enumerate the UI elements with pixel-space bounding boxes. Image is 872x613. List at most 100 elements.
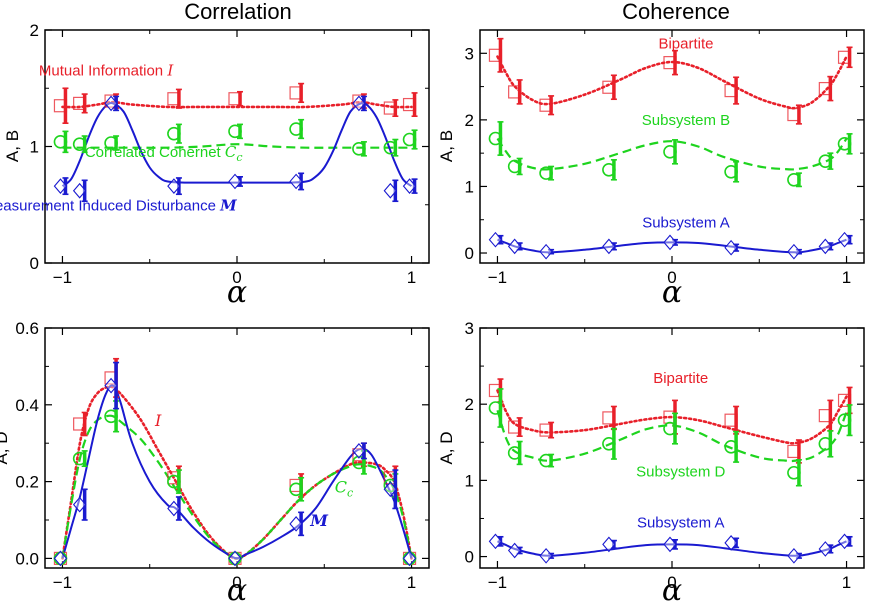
data-point-circle: [837, 133, 853, 155]
data-point-diamond: [402, 178, 418, 194]
plot-frame: [44, 327, 430, 569]
circle-marker: [787, 172, 801, 187]
diamond-marker: [488, 533, 503, 550]
circle-marker: [352, 455, 366, 470]
data-point-circle: [724, 430, 740, 463]
data-point-diamond: [787, 547, 802, 564]
data-point-circle: [663, 139, 678, 165]
data-point-square: [818, 75, 834, 102]
diamond-marker: [352, 95, 366, 112]
diamond-marker: [787, 547, 801, 564]
data-point-circle: [167, 123, 182, 144]
annotation-text: Measurement Induced Disturbance: [0, 198, 220, 215]
chart-correlation-ad: −1 0 1 0.0 0.2 0.4 0.6 A, D α I Cc M: [0, 319, 430, 608]
data-point-square: [837, 46, 853, 69]
data-point-diamond: [507, 238, 523, 255]
series-curve-diamond: [497, 540, 847, 557]
data-point-diamond: [228, 173, 243, 190]
annotation-text: Subsystem A: [642, 215, 730, 232]
annotation-subscript: c: [236, 151, 242, 164]
data-point-square: [663, 49, 678, 76]
data-point-diamond: [383, 469, 399, 510]
data-point-circle: [539, 165, 555, 181]
x-axis-title: α: [227, 275, 247, 310]
data-point-circle: [53, 130, 69, 154]
circle-marker: [724, 164, 738, 179]
y-tick-label: 0: [465, 244, 474, 263]
square-marker: [53, 99, 68, 113]
diamond-marker: [352, 443, 366, 459]
y-tick-label: 0.0: [15, 549, 39, 568]
data-point-circle: [228, 123, 243, 140]
data-point-square: [508, 79, 523, 105]
panel-title-coherence: Coherence: [622, 0, 730, 24]
data-point-circle: [488, 121, 504, 156]
circle-marker: [228, 124, 242, 139]
data-point-square: [73, 411, 88, 437]
circle-marker: [663, 421, 677, 436]
x-tick-label: 1: [407, 268, 416, 287]
chart-coherence-ad: −1 0 1 0 1 2 3 A, D α Bipartite Subsystem D Subsyst…: [437, 319, 865, 608]
annotation-label: Subsystem B: [642, 112, 730, 129]
circle-marker: [488, 401, 503, 415]
series-curve-circle: [62, 143, 412, 149]
diamond-marker: [663, 234, 677, 251]
data-point-diamond: [53, 177, 69, 196]
diamond-marker: [72, 182, 87, 199]
diamond-marker: [507, 542, 522, 559]
circle-marker: [104, 136, 118, 150]
series-curve-diamond: [497, 238, 847, 254]
diamond-marker: [837, 533, 852, 550]
x-tick-label: 0: [667, 573, 676, 592]
diamond-marker: [104, 95, 118, 112]
data-point-diamond: [539, 243, 555, 260]
series-curve-square: [496, 389, 848, 445]
annotation-label: Mutual Information I: [39, 61, 174, 79]
data-point-circle: [72, 135, 88, 154]
data-point-diamond: [228, 550, 242, 567]
data-point-circle: [818, 430, 834, 458]
data-point-diamond: [724, 239, 740, 256]
circle-marker: [104, 409, 118, 424]
x-tick-label: 1: [407, 573, 416, 592]
data-point-circle: [352, 141, 367, 157]
data-point-diamond: [72, 179, 88, 203]
data-point-diamond: [787, 243, 802, 260]
data-point-circle: [402, 129, 418, 150]
x-tick-label: 0: [232, 268, 241, 287]
annotation-label: Bipartite: [653, 370, 708, 387]
x-tick-label: −1: [488, 268, 507, 287]
data-point-square: [73, 93, 88, 114]
square-marker: [383, 101, 397, 115]
data-point-square: [228, 90, 243, 107]
square-marker: [602, 411, 616, 425]
annotation-label: Measurement Induced Disturbance M: [0, 197, 237, 215]
data-point-diamond: [602, 536, 617, 553]
diamond-marker: [167, 500, 181, 517]
circle-marker: [539, 453, 553, 468]
data-point-circle: [104, 135, 120, 151]
data-point-circle: [663, 412, 678, 445]
diamond-marker: [104, 377, 118, 394]
circle-marker: [167, 126, 181, 141]
diamond-marker: [663, 536, 677, 553]
y-tick-label: 1: [30, 138, 39, 157]
data-point-diamond: [289, 511, 305, 537]
y-tick-label: 0.6: [15, 319, 39, 338]
x-tick-label: 1: [842, 573, 851, 592]
series-curve-square: [61, 100, 413, 109]
data-point-circle: [72, 450, 88, 468]
data-point-diamond: [167, 177, 182, 196]
x-tick-label: 1: [842, 268, 851, 287]
data-point-circle: [289, 118, 305, 140]
panel-title-correlation: Correlation: [184, 0, 292, 24]
diamond-marker: [539, 547, 553, 564]
diamond-marker: [539, 243, 553, 260]
circle-marker: [539, 166, 553, 180]
y-tick-label: 2: [465, 395, 474, 414]
diamond-marker: [724, 535, 738, 551]
circle-marker: [507, 159, 522, 174]
circle-marker: [72, 451, 87, 466]
data-point-square: [53, 87, 69, 124]
annotation-text: Mutual Information: [39, 62, 167, 79]
